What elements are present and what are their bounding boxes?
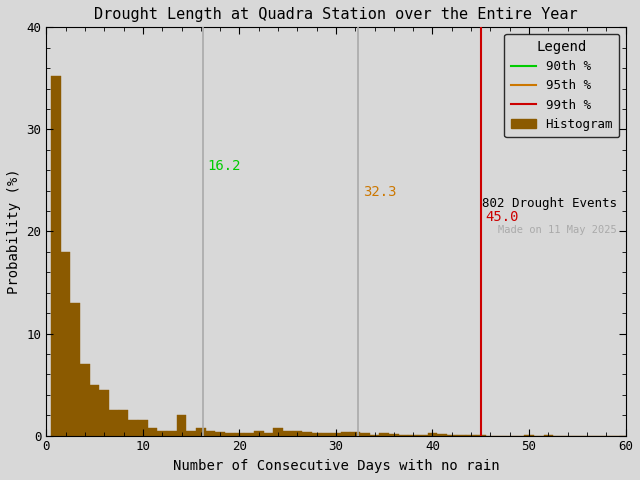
Bar — [292, 431, 302, 436]
Bar — [264, 432, 273, 436]
Bar — [119, 410, 129, 436]
Bar — [273, 429, 283, 436]
Text: 32.3: 32.3 — [363, 185, 397, 199]
Bar — [167, 431, 177, 436]
Bar — [177, 415, 186, 436]
Bar — [80, 364, 90, 436]
Bar — [447, 434, 456, 436]
Bar — [302, 432, 312, 436]
Bar — [186, 431, 196, 436]
Bar — [408, 434, 418, 436]
Bar — [244, 432, 254, 436]
Legend: 90th %, 95th %, 99th %, Histogram: 90th %, 95th %, 99th %, Histogram — [504, 34, 620, 137]
Bar — [380, 432, 389, 436]
Bar — [138, 420, 148, 436]
Bar — [524, 434, 534, 436]
Bar — [456, 434, 467, 436]
Bar — [235, 432, 244, 436]
Bar — [157, 431, 167, 436]
Title: Drought Length at Quadra Station over the Entire Year: Drought Length at Quadra Station over th… — [94, 7, 578, 22]
Bar — [312, 432, 321, 436]
Text: 45.0: 45.0 — [486, 210, 519, 224]
Bar — [428, 432, 437, 436]
Bar — [360, 432, 370, 436]
Bar — [399, 434, 408, 436]
Bar — [225, 432, 235, 436]
Bar — [109, 410, 119, 436]
Bar — [99, 390, 109, 436]
Bar — [418, 434, 428, 436]
Bar — [215, 432, 225, 436]
Bar — [476, 434, 486, 436]
Bar — [205, 431, 215, 436]
Bar — [70, 303, 80, 436]
Bar — [148, 429, 157, 436]
Bar — [321, 432, 331, 436]
Bar — [283, 431, 292, 436]
Bar — [437, 433, 447, 436]
Bar — [543, 434, 553, 436]
Bar — [467, 434, 476, 436]
Bar — [389, 433, 399, 436]
Bar — [340, 432, 351, 436]
Bar — [61, 252, 70, 436]
Text: Made on 11 May 2025: Made on 11 May 2025 — [498, 225, 617, 235]
Bar — [51, 76, 61, 436]
Bar — [351, 432, 360, 436]
Text: 16.2: 16.2 — [207, 159, 241, 173]
Y-axis label: Probability (%): Probability (%) — [7, 168, 21, 294]
Bar — [331, 432, 340, 436]
Bar — [196, 429, 205, 436]
Text: 802 Drought Events: 802 Drought Events — [482, 197, 617, 210]
Bar — [254, 431, 264, 436]
Bar — [370, 434, 380, 436]
Bar — [129, 420, 138, 436]
Bar — [90, 384, 99, 436]
X-axis label: Number of Consecutive Days with no rain: Number of Consecutive Days with no rain — [173, 459, 499, 473]
